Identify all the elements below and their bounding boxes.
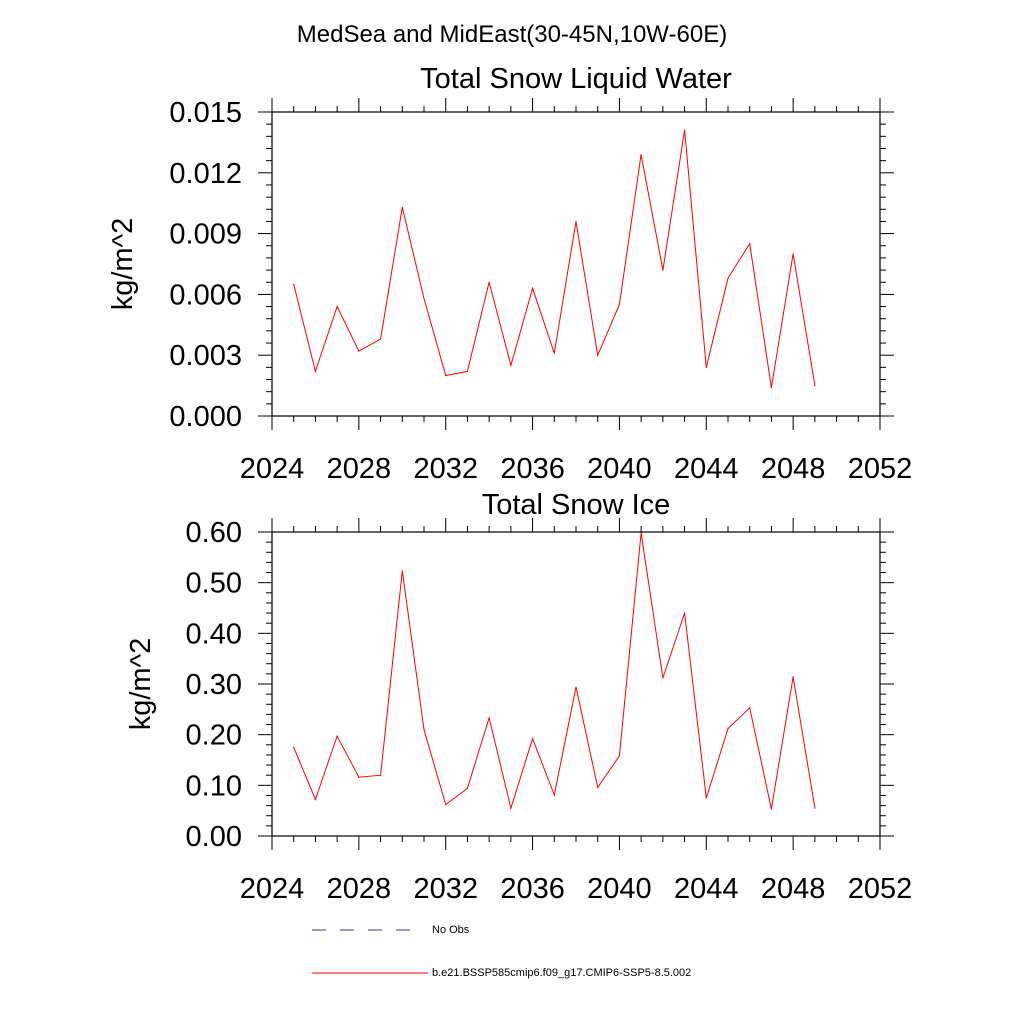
panel-title: Total Snow Ice bbox=[482, 489, 671, 521]
data-point bbox=[575, 686, 577, 688]
data-point bbox=[814, 807, 816, 809]
y-axis-label: kg/m^2 bbox=[125, 638, 157, 731]
data-point bbox=[423, 297, 425, 300]
data-point bbox=[683, 612, 686, 614]
data-point bbox=[662, 269, 664, 271]
data-point bbox=[640, 153, 642, 156]
legend: No Obs b.e21.BSSP585cmip6.f09_g17.CMIP6-… bbox=[312, 924, 691, 979]
x-tick-label: 2040 bbox=[587, 453, 652, 485]
data-point bbox=[466, 787, 469, 789]
data-point bbox=[770, 808, 773, 810]
data-point bbox=[770, 387, 773, 389]
data-point bbox=[358, 350, 360, 352]
y-tick-label: 0.20 bbox=[186, 720, 242, 752]
data-point bbox=[597, 354, 599, 356]
data-point bbox=[488, 717, 490, 719]
series-line-model-run bbox=[293, 130, 816, 388]
data-point bbox=[727, 277, 729, 279]
x-tick-label: 2032 bbox=[413, 873, 478, 905]
data-point bbox=[749, 243, 751, 245]
x-tick-label: 2024 bbox=[240, 873, 305, 905]
data-point bbox=[792, 253, 794, 255]
data-point bbox=[531, 287, 534, 289]
data-point bbox=[336, 305, 338, 308]
data-point bbox=[618, 755, 621, 757]
data-point bbox=[662, 677, 664, 679]
y-tick-label: 0.00 bbox=[186, 821, 242, 853]
data-point bbox=[314, 798, 317, 801]
data-point bbox=[553, 794, 555, 796]
data-point bbox=[792, 676, 794, 678]
data-point bbox=[683, 129, 686, 131]
data-point bbox=[618, 303, 621, 306]
x-tick-label: 2052 bbox=[848, 453, 913, 485]
data-point bbox=[488, 281, 490, 283]
data-point bbox=[705, 797, 707, 799]
data-point bbox=[575, 220, 577, 223]
figure-title: MedSea and MidEast(30-45N,10W-60E) bbox=[297, 21, 727, 48]
legend-label-no-obs: No Obs bbox=[432, 924, 470, 936]
y-tick-label: 0.015 bbox=[169, 97, 242, 129]
x-tick-label: 2028 bbox=[327, 873, 392, 905]
panel-title: Total Snow Liquid Water bbox=[420, 63, 732, 95]
x-tick-label: 2044 bbox=[674, 873, 739, 905]
x-tick-label: 2032 bbox=[413, 453, 478, 485]
legend-label-model-run: b.e21.BSSP585cmip6.f09_g17.CMIP6-SSP5-8.… bbox=[432, 967, 691, 979]
data-point bbox=[531, 738, 534, 740]
data-point bbox=[705, 366, 707, 368]
x-tick-label: 2024 bbox=[240, 453, 305, 485]
y-tick-label: 0.003 bbox=[169, 340, 242, 372]
data-point bbox=[510, 364, 512, 366]
data-point bbox=[401, 206, 403, 208]
y-tick-label: 0.60 bbox=[186, 517, 242, 549]
data-point bbox=[401, 570, 403, 572]
data-point bbox=[510, 807, 512, 809]
y-tick-label: 0.30 bbox=[186, 669, 242, 701]
data-point bbox=[314, 370, 317, 373]
data-point bbox=[749, 707, 751, 709]
data-point bbox=[445, 803, 447, 806]
x-tick-label: 2036 bbox=[500, 873, 565, 905]
series-line-model-run bbox=[293, 532, 816, 810]
data-point bbox=[445, 374, 447, 377]
data-point bbox=[553, 352, 555, 354]
x-tick-label: 2028 bbox=[327, 453, 392, 485]
x-tick-label: 2052 bbox=[848, 873, 913, 905]
y-tick-label: 0.50 bbox=[186, 568, 242, 600]
y-tick-label: 0.10 bbox=[186, 770, 242, 802]
y-tick-label: 0.012 bbox=[169, 158, 242, 190]
data-point bbox=[293, 746, 295, 748]
x-tick-label: 2036 bbox=[500, 453, 565, 485]
data-point bbox=[597, 786, 599, 788]
plot-frame bbox=[271, 111, 881, 417]
x-tick-label: 2048 bbox=[761, 453, 826, 485]
x-tick-label: 2044 bbox=[674, 453, 739, 485]
y-tick-label: 0.40 bbox=[186, 618, 242, 650]
data-point bbox=[379, 338, 382, 340]
data-point bbox=[423, 729, 425, 731]
x-tick-label: 2048 bbox=[761, 873, 826, 905]
y-axis-label: kg/m^2 bbox=[107, 218, 139, 311]
data-point bbox=[727, 727, 729, 730]
x-tick-label: 2040 bbox=[587, 873, 652, 905]
data-point bbox=[640, 532, 642, 534]
data-point bbox=[814, 385, 816, 387]
y-tick-label: 0.006 bbox=[169, 279, 242, 311]
data-point bbox=[466, 370, 469, 373]
data-point bbox=[379, 774, 382, 776]
plot-frame bbox=[271, 531, 881, 837]
y-tick-label: 0.009 bbox=[169, 219, 242, 251]
chart-panel-snow-liquid-water: Total Snow Liquid Water kg/m^2 2024 2028 203… bbox=[107, 63, 912, 485]
data-point bbox=[336, 735, 338, 737]
chart-panel-snow-ice: Total Snow Ice kg/m^2 2024 2028 2032 2036 2040… bbox=[125, 489, 912, 905]
y-tick-label: 0.000 bbox=[169, 401, 242, 433]
data-point bbox=[358, 776, 360, 778]
data-point bbox=[293, 283, 295, 285]
